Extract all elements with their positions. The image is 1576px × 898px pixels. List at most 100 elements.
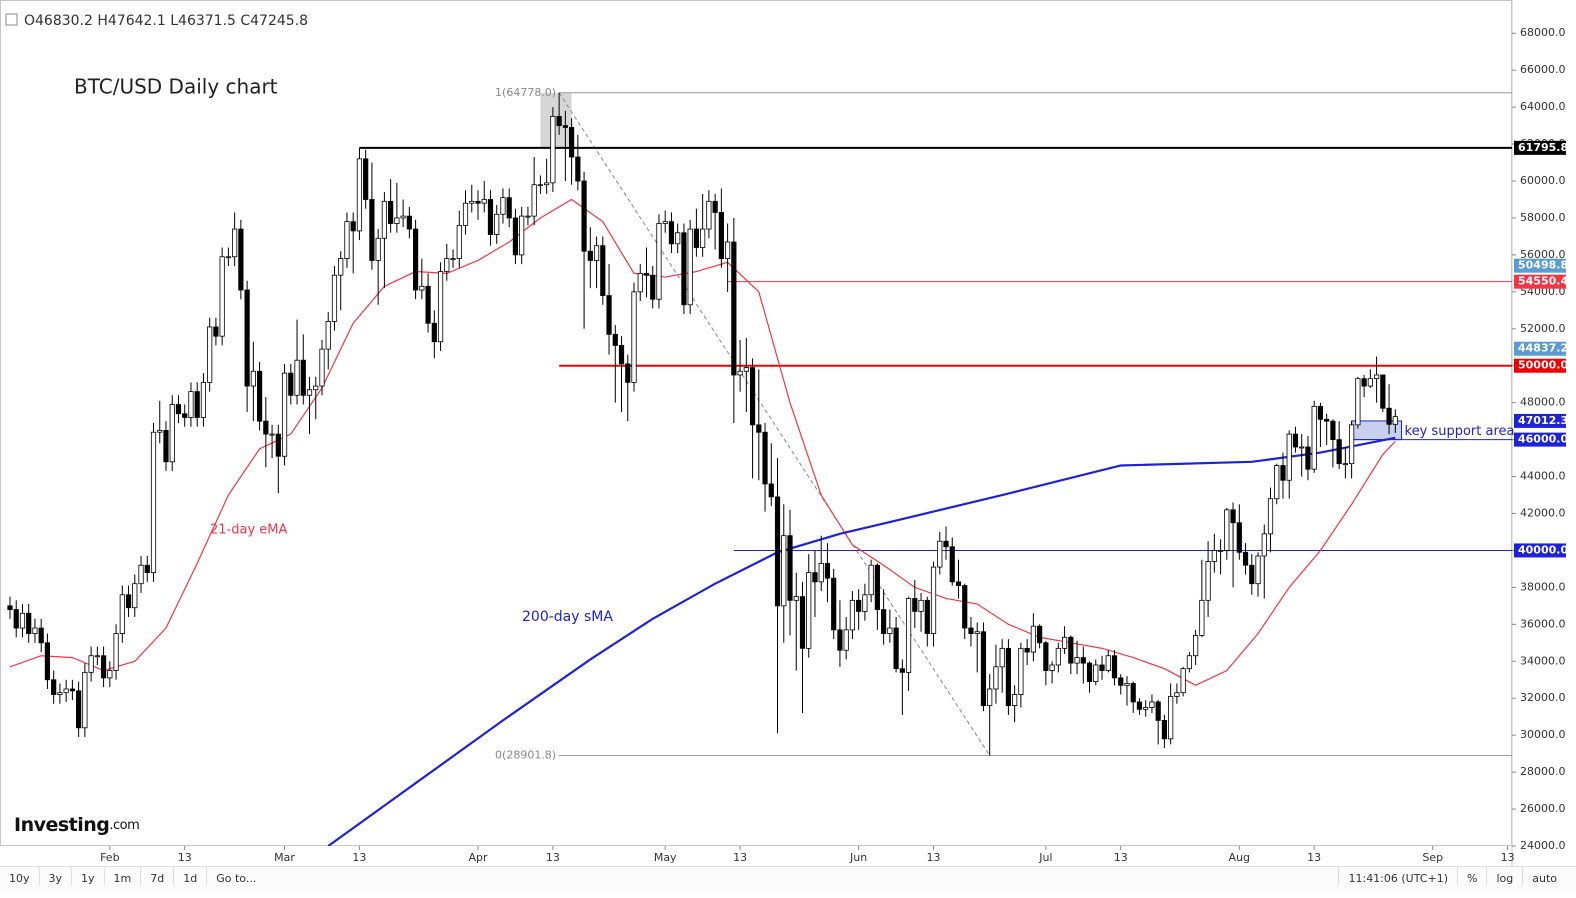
y-tick-label: 38000.0 (1520, 580, 1566, 593)
range-button[interactable]: 7d (141, 867, 175, 885)
candle-body (1193, 635, 1199, 657)
y-tick-label: 28000.0 (1520, 765, 1566, 778)
range-button[interactable]: 1y (72, 867, 105, 885)
candle-body (325, 321, 331, 350)
range-button[interactable]: 3y (40, 867, 73, 885)
scale-option[interactable]: log (1486, 867, 1522, 885)
range-button[interactable]: 10y (0, 867, 40, 885)
candle-body (743, 367, 749, 372)
x-tick-label: 13 (733, 851, 747, 864)
candle-body (924, 599, 930, 634)
candle-body (905, 598, 912, 673)
candle-body (681, 232, 687, 306)
candle-body (1161, 719, 1168, 740)
x-tick-label: Feb (100, 851, 119, 864)
candle-body (650, 274, 656, 300)
candle-body (812, 572, 818, 583)
candle-body (26, 612, 32, 634)
candle-body (1186, 655, 1192, 670)
candle-body (899, 668, 905, 673)
scale-option[interactable]: auto (1522, 867, 1566, 885)
candle-body (113, 633, 119, 671)
candle-body (107, 670, 113, 679)
candle-body (993, 666, 999, 690)
range-button[interactable]: 1m (105, 867, 142, 885)
candle-body (1373, 374, 1380, 380)
x-tick-label: May (654, 851, 677, 864)
candle-body (369, 199, 375, 261)
candle-body (157, 429, 163, 433)
candle-body (144, 564, 150, 574)
plot-frame (0, 0, 1512, 846)
candle-body (643, 272, 650, 276)
candle-body (388, 200, 394, 224)
candle-body (138, 564, 144, 585)
candle-body (837, 629, 843, 651)
candle-body (1211, 550, 1217, 562)
sma-label: 200-day sMA (522, 609, 613, 625)
candle-body (313, 385, 319, 391)
candle-body (1267, 498, 1274, 535)
fib-high-label: 1(64778.0) (495, 86, 556, 99)
candle-body (1274, 465, 1280, 500)
candle-body (1217, 550, 1224, 552)
y-tick-label: 52000.0 (1520, 322, 1566, 335)
candle-body (381, 200, 387, 239)
candle-body (51, 679, 57, 695)
y-tick-label: 32000.0 (1520, 691, 1566, 704)
candle-body (999, 647, 1005, 668)
candle-body (1386, 407, 1392, 425)
candle-body (868, 564, 874, 596)
candle-body (469, 200, 475, 204)
candle-body (675, 232, 681, 245)
candle-body (531, 184, 537, 217)
candle-body (94, 655, 100, 658)
candle-body (481, 199, 487, 204)
candle-body (706, 200, 712, 230)
candle-body (1255, 555, 1261, 585)
candle-body (1074, 657, 1080, 664)
clock: 11:41:06 (UTC+1) (1338, 867, 1457, 885)
candle-body (444, 258, 450, 272)
candle-body (843, 629, 849, 651)
candle-body (1012, 694, 1018, 707)
scale-option[interactable]: % (1457, 867, 1486, 885)
y-tick-label: 26000.0 (1520, 802, 1566, 815)
candle-body (768, 483, 774, 498)
candle-body (219, 256, 225, 337)
price-label-box (1514, 258, 1566, 273)
candle-body (1330, 420, 1336, 441)
candle-body (1093, 664, 1099, 683)
candle-body (593, 245, 600, 261)
candle-body (1392, 416, 1398, 425)
candle-body (1380, 374, 1386, 409)
candle-body (1205, 561, 1211, 601)
zone-label: key support area (1405, 424, 1515, 439)
candle-body (887, 627, 893, 634)
candle-body (132, 583, 138, 609)
range-button[interactable]: 1d (174, 867, 208, 885)
candle-body (319, 348, 325, 387)
zone-price-label: 47012.3 (1518, 414, 1568, 427)
candle-body (806, 572, 812, 649)
candle-body (1043, 642, 1049, 671)
x-tick-label: 13 (546, 851, 560, 864)
candle-body (487, 199, 494, 235)
candle-body (1280, 465, 1286, 481)
candle-body (275, 433, 281, 457)
overlay-line (9, 198, 1396, 686)
y-tick-label: 42000.0 (1520, 507, 1566, 520)
candle-body (762, 431, 768, 485)
candle-body (1367, 378, 1373, 387)
candle-body (718, 212, 724, 260)
expand-icon[interactable] (5, 13, 18, 26)
candle-body (1292, 433, 1299, 448)
candle-body (700, 228, 706, 248)
x-tick-label: Aug (1229, 851, 1250, 864)
candle-body (1261, 533, 1267, 557)
candle-body (581, 180, 587, 252)
goto-button[interactable]: Go to... (216, 872, 257, 885)
candle-body (1061, 636, 1068, 649)
candle-body (824, 562, 831, 579)
